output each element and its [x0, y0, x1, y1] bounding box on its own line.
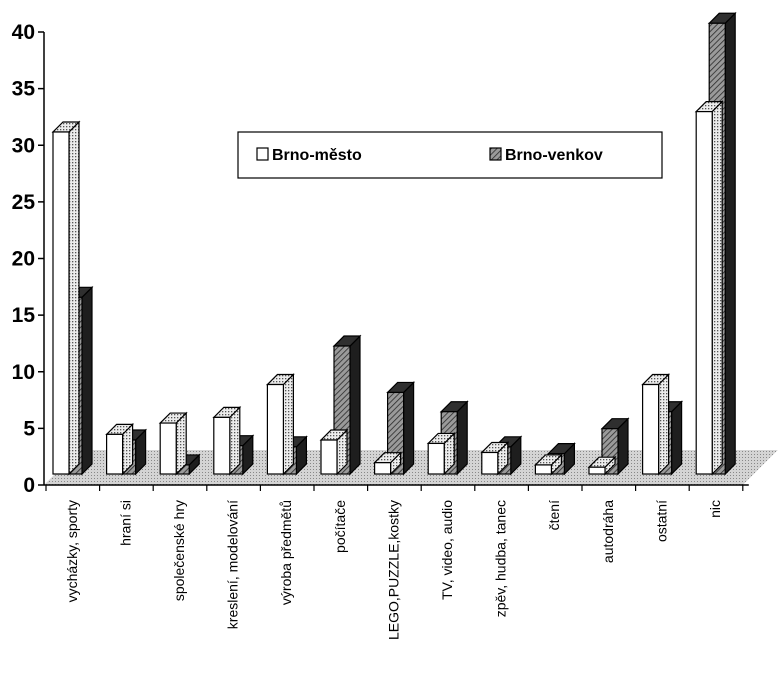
- y-tick-label: 25: [12, 191, 36, 214]
- legend-label-brno-mesto: Brno-město: [272, 147, 362, 164]
- y-tick-label: 35: [12, 78, 36, 101]
- category-label: kreslení, modelování: [225, 500, 241, 629]
- y-tick-label: 15: [12, 304, 36, 327]
- y-tick-label: 20: [12, 248, 35, 271]
- category-label: společenské hry: [171, 500, 187, 601]
- y-tick-label: 40: [12, 21, 35, 44]
- category-label: výroba předmětů: [278, 500, 294, 605]
- bar-brno-mesto: [51, 120, 81, 476]
- bars: [51, 11, 737, 476]
- bar-brno-mesto: [105, 422, 135, 476]
- y-tick-label: 30: [12, 134, 35, 157]
- bar-brno-mesto: [533, 453, 563, 476]
- category-label: ostatní: [653, 500, 669, 542]
- category-label: nic: [707, 500, 723, 518]
- category-label: autodráha: [600, 500, 616, 563]
- legend-box: [237, 131, 663, 179]
- legend: Brno-město Brno-venkov: [237, 131, 663, 179]
- bar-brno-mesto: [641, 373, 671, 476]
- category-label: čtení: [546, 500, 562, 530]
- category-label: hraní si: [117, 500, 133, 546]
- y-tick-label: 5: [23, 417, 35, 440]
- category-label: TV, video, audio: [439, 500, 455, 600]
- bar-brno-mesto: [158, 411, 188, 476]
- legend-swatch-brno-mesto: [256, 147, 269, 161]
- category-label: LEGO,PUZZLE,kostky: [385, 500, 401, 640]
- bar-brno-mesto: [373, 451, 403, 476]
- bar-brno-mesto: [212, 405, 242, 476]
- bar-brno-mesto: [480, 441, 510, 476]
- bar-brno-mesto: [587, 455, 617, 476]
- legend-swatch-brno-venkov: [489, 147, 502, 161]
- category-labels: vycházky, sporty hraní si společenské hry k…: [64, 500, 723, 640]
- y-axis: 0 5 10 15 20 25 30 35 40: [12, 21, 45, 497]
- bar-brno-mesto: [265, 373, 295, 476]
- category-label: počítače: [332, 500, 348, 553]
- bar-brno-mesto: [694, 100, 724, 476]
- legend-label-brno-venkov: Brno-venkov: [505, 147, 603, 164]
- category-label: vycházky, sporty: [64, 500, 80, 602]
- y-tick-label: 10: [12, 361, 35, 384]
- x-axis: [44, 484, 749, 491]
- bar-brno-mesto: [319, 428, 349, 476]
- category-label: zpěv, hudba, tanec: [493, 500, 509, 617]
- y-tick-label: 0: [23, 474, 35, 497]
- bar-brno-mesto: [426, 431, 456, 476]
